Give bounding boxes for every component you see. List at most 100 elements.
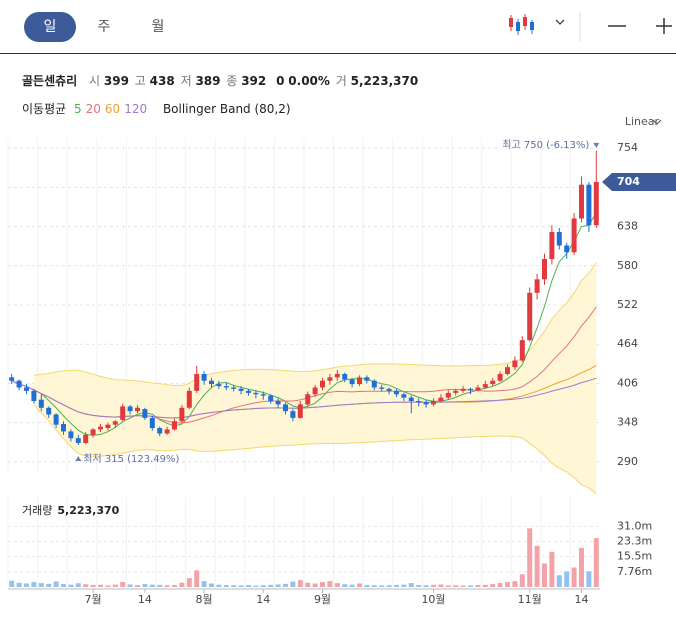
candle-body: [327, 377, 333, 381]
candle-body: [416, 401, 422, 403]
candle-body: [179, 407, 185, 422]
candle-body: [75, 438, 81, 443]
bollinger-lower: [33, 404, 597, 495]
volume-bar: [24, 583, 29, 587]
candle-body: [297, 404, 303, 418]
volume-bar: [16, 582, 22, 587]
volume-bar: [9, 580, 15, 587]
candle-body: [149, 417, 155, 429]
candle-body: [497, 373, 503, 381]
volume-bar: [364, 585, 370, 587]
candle-body: [68, 431, 74, 439]
y-tick-label: 638: [617, 220, 638, 233]
candle-body: [475, 387, 481, 391]
volume-bar: [238, 585, 244, 587]
candle-body: [564, 245, 570, 253]
candle-body: [431, 401, 436, 405]
scale-mode: Linear: [625, 115, 660, 128]
candle-body: [142, 409, 148, 418]
ma-period: 120: [124, 102, 148, 116]
volume-bar: [320, 582, 325, 587]
x-tick-label: 7월: [85, 593, 102, 606]
x-tick-label: 9월: [314, 593, 331, 606]
candle-body: [312, 387, 318, 395]
volume-bar: [349, 584, 355, 587]
volume-bar: [468, 585, 473, 587]
volume-bar: [127, 584, 133, 587]
volume-tick-label: 31.0m: [617, 519, 652, 532]
candle-body: [112, 421, 118, 425]
chart-type-icon[interactable]: [509, 14, 534, 35]
candle-body: [542, 259, 547, 280]
x-tick-label: 8월: [196, 593, 213, 606]
volume-bar: [475, 585, 481, 587]
tab[interactable]: 주: [97, 19, 111, 35]
label: 거: [335, 74, 347, 88]
tab[interactable]: 일: [24, 12, 76, 42]
volume-bar: [223, 585, 229, 587]
candle-body: [490, 380, 496, 385]
value: 5,223,370: [350, 74, 419, 88]
volume-bar: [490, 584, 496, 587]
y-tick-label: 290: [617, 455, 638, 468]
candle-body: [364, 377, 370, 381]
volume-bar: [527, 528, 533, 587]
volume-bar: [105, 585, 111, 587]
indicator-legend: 이동평균 5 20 60 120 Bollinger Band (80,2): [22, 100, 295, 117]
candle-body: [401, 394, 407, 398]
candle-body: [98, 426, 103, 430]
volume-bar: [186, 578, 192, 587]
candle-body: [586, 184, 592, 226]
volume-bar: [445, 585, 451, 587]
volume-bar: [571, 567, 577, 587]
bollinger-upper: [33, 262, 597, 387]
label: 저: [180, 74, 192, 88]
candle-body: [127, 406, 133, 412]
volume-bar: [505, 582, 510, 587]
volume-bar: [209, 583, 214, 587]
value: 389: [195, 74, 221, 88]
volume-bar: [394, 585, 399, 587]
ma-period: 20: [85, 102, 101, 116]
dropdown[interactable]: [555, 19, 565, 25]
candle-body: [246, 390, 251, 393]
candle-body: [305, 394, 311, 405]
volume-bar: [408, 583, 414, 587]
candle-body: [556, 231, 562, 246]
candle-body: [505, 367, 510, 374]
zoom-in[interactable]: [656, 18, 672, 34]
candle-body: [38, 399, 44, 408]
volume-bar: [357, 583, 362, 587]
candle-body: [201, 373, 207, 381]
volume-bar: [334, 583, 340, 587]
bollinger-label: Bollinger Band (80,2): [162, 102, 291, 116]
candle-body: [379, 387, 385, 389]
candle-body: [283, 404, 288, 412]
candle-body: [61, 423, 66, 432]
volume-bar: [416, 585, 422, 587]
candle-body: [24, 387, 29, 391]
volume-bar: [164, 585, 170, 587]
x-tick-label: 11월: [518, 593, 542, 606]
change-pct: 0.00%: [288, 74, 330, 88]
candle-body: [438, 397, 444, 402]
y-tick-label: 348: [617, 416, 638, 429]
candle-body: [408, 397, 414, 402]
x-tick-label: 14: [575, 593, 589, 606]
candle-body: [571, 218, 577, 253]
volume-bar: [275, 584, 281, 587]
label: 종: [226, 74, 238, 88]
candle-body: [83, 434, 89, 443]
volume-bar: [534, 545, 540, 587]
candle-body: [53, 414, 59, 425]
tab[interactable]: 월: [151, 19, 165, 35]
candle-body: [172, 421, 177, 430]
volume-bar: [379, 585, 385, 587]
candle-body: [519, 340, 525, 361]
candle-body: [186, 390, 192, 408]
candle-body: [164, 429, 170, 434]
candle-body: [549, 231, 555, 260]
volume-bar: [98, 584, 103, 587]
